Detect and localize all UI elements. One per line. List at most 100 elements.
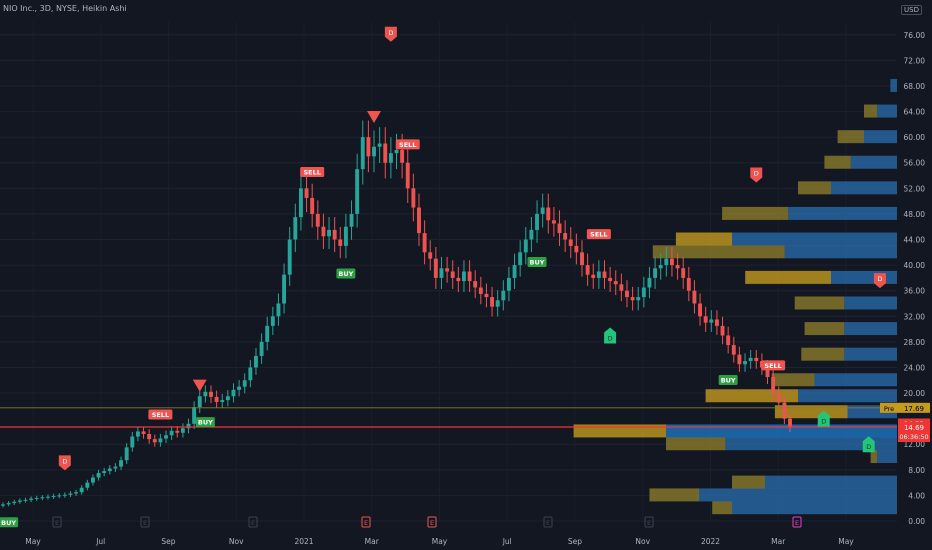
candle-body xyxy=(596,271,601,278)
candle-body xyxy=(102,471,107,474)
candle-body xyxy=(428,252,433,259)
candle-body xyxy=(135,431,140,437)
candle-body xyxy=(771,377,776,394)
candle-body xyxy=(34,497,39,499)
candle-body xyxy=(405,162,410,189)
signal-label: BUY xyxy=(530,259,545,267)
dividend-marker-red xyxy=(873,273,886,289)
candle-body xyxy=(349,213,354,227)
candle-body xyxy=(495,300,500,307)
candle-body xyxy=(731,345,736,355)
candle-body xyxy=(259,341,264,356)
volume-profile-bar-down xyxy=(864,104,878,118)
candle-body xyxy=(51,496,56,498)
volume-profile-bar-down xyxy=(666,437,726,451)
candle-body xyxy=(175,430,180,433)
earnings-label: E xyxy=(795,519,799,527)
candle-body xyxy=(653,268,658,278)
volume-profile-bar-up xyxy=(844,322,897,336)
candle-body xyxy=(490,297,495,307)
candle-body xyxy=(214,396,219,403)
candle-body xyxy=(743,361,747,365)
x-tick-label: 2021 xyxy=(294,537,313,546)
candle-body xyxy=(529,229,534,240)
candle-body xyxy=(147,433,152,440)
candle-body xyxy=(450,271,455,278)
candle-body xyxy=(726,335,731,346)
candle-body xyxy=(40,497,45,499)
candle-body xyxy=(619,284,624,291)
volume-profile-bar-down xyxy=(804,322,845,336)
earnings-marker xyxy=(140,516,150,528)
volume-profile-bar-up xyxy=(725,437,897,451)
candle-body xyxy=(765,367,770,378)
candle-body xyxy=(613,281,618,285)
pre-tag-label: Pre xyxy=(884,405,894,413)
x-tick-label: Nov xyxy=(635,537,650,546)
volume-profile-bar-down xyxy=(712,501,732,515)
candle-body xyxy=(501,290,506,301)
candle-body xyxy=(1,504,5,506)
buy-signal xyxy=(527,257,547,268)
y-tick-label: 20.00 xyxy=(904,389,926,398)
y-tick-label: 4.00 xyxy=(908,491,925,500)
candle-body xyxy=(658,265,663,269)
candle-body xyxy=(113,466,118,469)
volume-profile-bar-up xyxy=(877,450,897,464)
x-tick-label: Nov xyxy=(229,537,244,546)
y-tick-label: 52.00 xyxy=(904,184,926,193)
currency-badge[interactable]: USD xyxy=(901,5,922,15)
candle-body xyxy=(203,391,208,397)
candle-body xyxy=(417,207,421,234)
candle-body xyxy=(675,265,680,269)
y-tick-label: 76.00 xyxy=(904,31,926,40)
candle-body xyxy=(669,258,674,266)
signal-label: BUY xyxy=(338,270,353,278)
y-tick-label: 64.00 xyxy=(904,108,926,117)
candle-body xyxy=(563,233,568,240)
candle-body xyxy=(360,137,365,170)
volume-profile-bar-up xyxy=(732,232,897,246)
candle-body xyxy=(141,431,146,434)
last-price-label: 14.69 xyxy=(904,424,924,432)
marker-label: D xyxy=(608,334,613,342)
candle-body xyxy=(293,217,298,240)
candle-body xyxy=(422,233,427,253)
volume-profile-bar-down xyxy=(794,296,845,310)
x-tick-label: May xyxy=(432,537,448,546)
candle-body xyxy=(90,477,95,483)
pre-tag xyxy=(880,402,898,413)
sell-signal xyxy=(586,229,611,240)
buy-signal xyxy=(0,517,19,528)
candle-body xyxy=(119,460,124,467)
candle-body xyxy=(377,143,382,147)
candle-body xyxy=(287,239,292,275)
volume-profile-bar-down xyxy=(732,475,765,489)
candle-body xyxy=(192,407,197,424)
candle-body xyxy=(17,500,22,502)
candle-body xyxy=(557,223,562,234)
volume-profile-bar-down xyxy=(573,424,666,438)
earnings-label: E xyxy=(364,519,368,527)
candle-body xyxy=(383,143,388,163)
volume-profile-bar-down xyxy=(798,181,831,195)
volume-profile-bar-up xyxy=(890,78,897,92)
candle-body xyxy=(220,400,225,403)
candle-body xyxy=(720,325,725,336)
candle-body xyxy=(439,268,444,278)
candle-body xyxy=(551,220,556,224)
x-tick-label: Sep xyxy=(161,537,175,546)
earnings-marker xyxy=(644,516,654,528)
volume-profile-bar-up xyxy=(666,424,897,438)
x-tick-label: 2022 xyxy=(701,537,720,546)
candle-body xyxy=(186,423,191,429)
candle-body xyxy=(209,391,213,397)
candle-body xyxy=(372,146,376,157)
candle-body xyxy=(641,287,646,298)
y-tick-label: 60.00 xyxy=(904,133,926,142)
volume-profile-bar-up xyxy=(788,206,897,220)
dividend-marker-red xyxy=(750,167,763,183)
candle-body xyxy=(703,316,708,323)
volume-profile-bar-up xyxy=(831,181,897,195)
